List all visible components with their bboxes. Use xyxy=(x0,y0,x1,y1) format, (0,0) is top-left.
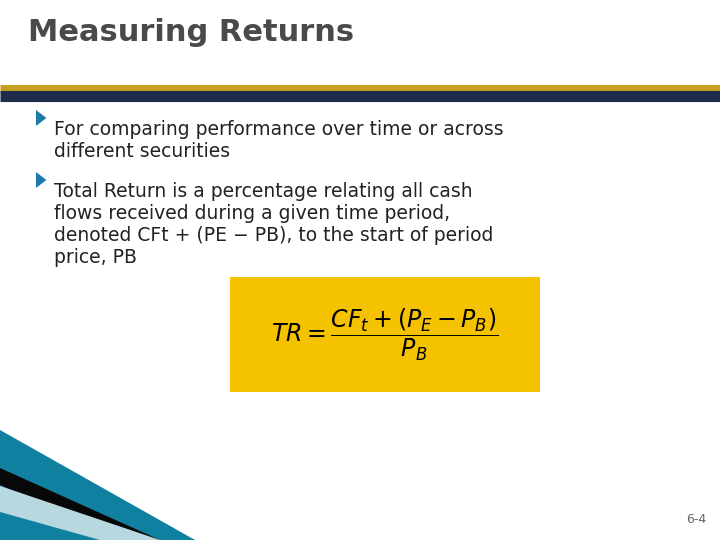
Polygon shape xyxy=(0,430,195,540)
Text: For comparing performance over time or across: For comparing performance over time or a… xyxy=(55,120,504,139)
Polygon shape xyxy=(0,486,160,540)
Text: $\mathit{TR} = \dfrac{\mathit{CF_t} + (\mathit{P_E} - \mathit{P_B})}{\mathit{P_B: $\mathit{TR} = \dfrac{\mathit{CF_t} + (\… xyxy=(271,306,499,363)
Text: 6-4: 6-4 xyxy=(685,513,706,526)
Text: flows received during a given time period,: flows received during a given time perio… xyxy=(55,204,451,223)
Polygon shape xyxy=(36,172,46,188)
Text: price, PB: price, PB xyxy=(55,248,138,267)
Text: different securities: different securities xyxy=(55,142,230,161)
Text: Total Return is a percentage relating all cash: Total Return is a percentage relating al… xyxy=(55,182,473,201)
Text: Measuring Returns: Measuring Returns xyxy=(28,18,354,47)
Text: denoted CFt + (PE − PB), to the start of period: denoted CFt + (PE − PB), to the start of… xyxy=(55,226,494,245)
FancyBboxPatch shape xyxy=(230,277,540,392)
Polygon shape xyxy=(0,468,160,540)
Polygon shape xyxy=(36,110,46,126)
